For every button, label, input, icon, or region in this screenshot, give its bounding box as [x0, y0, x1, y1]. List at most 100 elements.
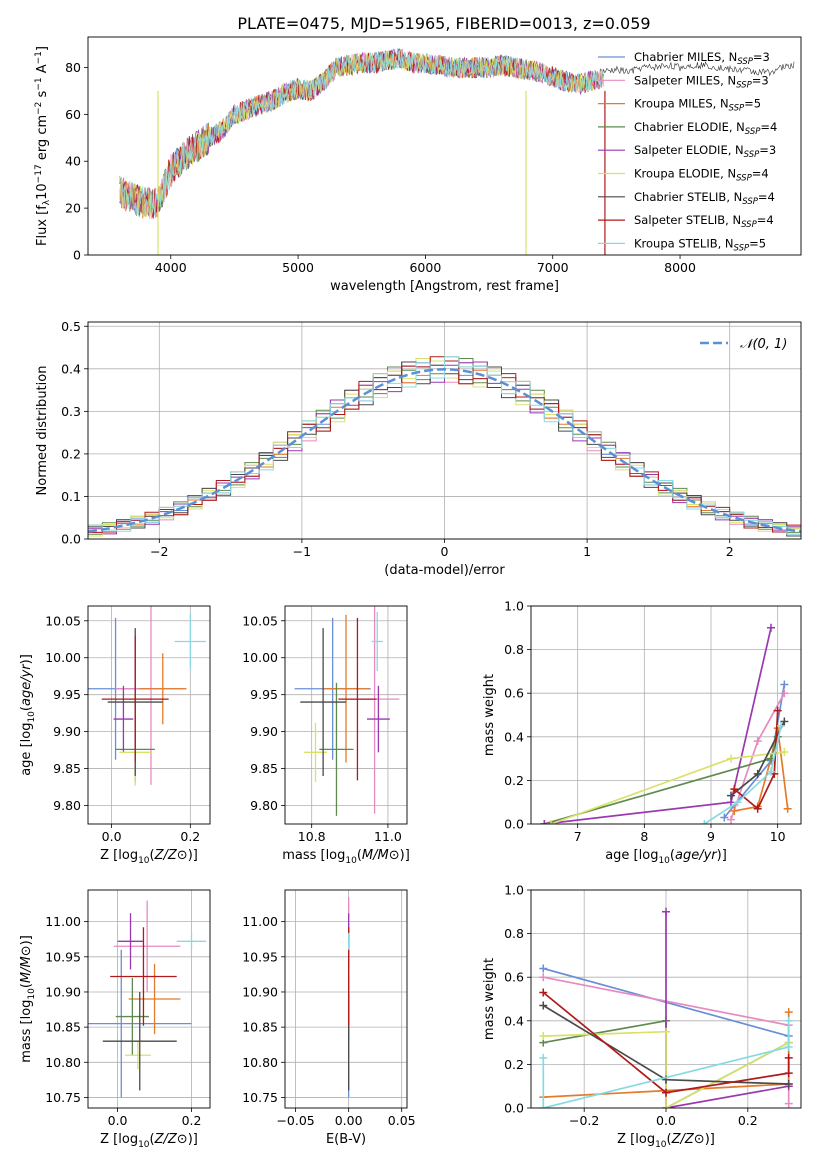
axes-spectrum: 4000 5000 6000 7000 8000 0 20 40 60 80 Chabrier MI… — [34, 36, 802, 294]
weight-marker — [780, 717, 789, 726]
label-part: SSP — [744, 150, 760, 160]
legend-entry: Salpeter STELIB, NSSP=4 — [634, 213, 774, 230]
x-axis-label: Z [log10(Z/Z⊙)] — [100, 1132, 198, 1150]
label-part: age [log — [19, 723, 34, 776]
y-tick-label: 10.75 — [242, 1090, 278, 1105]
label-part: Z [log — [100, 1132, 138, 1147]
y-tick-label: 10.80 — [242, 1055, 278, 1070]
grid-mass-vs-EBV — [285, 890, 407, 1108]
x-tick-label: 4000 — [155, 260, 187, 275]
weight-marker — [727, 754, 735, 763]
legend-entry: Kroupa MILES, NSSP=5 — [634, 97, 761, 114]
x-tick-label: 1 — [583, 544, 591, 559]
plot-body-age-vs-mass — [294, 606, 400, 816]
label-part: age/yr — [675, 848, 718, 863]
grid-age-vs-Z — [88, 606, 210, 824]
x-tick-label: 0.2 — [180, 829, 200, 844]
label-part: Salpeter STELIB, N — [634, 213, 741, 227]
y-tick-label: 1.0 — [504, 599, 524, 614]
label-part: 10 — [345, 856, 357, 866]
weight-marker — [539, 1053, 548, 1062]
axes-frame — [530, 605, 802, 825]
axes-frame — [284, 889, 408, 1109]
weight-marker — [777, 721, 785, 730]
x-tick-label: −0.2 — [569, 1113, 599, 1128]
grid-mass-vs-Z — [88, 890, 210, 1108]
weight-marker — [540, 820, 549, 824]
legend-entry-normal: 𝒩(0, 1) — [740, 337, 787, 352]
y-tick-label: 0.5 — [61, 319, 81, 334]
y-tick-label: 11.00 — [45, 914, 81, 929]
y-axis-label: Flux [fλ10−17 erg cm−2 s−1 A−1] — [34, 46, 52, 246]
y-tick-label: 10.85 — [242, 1020, 278, 1035]
label-part: =5 — [744, 97, 761, 111]
label-part: =4 — [752, 167, 769, 181]
weight-marker — [727, 815, 735, 824]
weight-line-8 — [703, 725, 782, 824]
label-part: =4 — [757, 213, 774, 227]
y-tick-label: 0.8 — [504, 926, 524, 941]
label-part: SSP — [736, 80, 752, 90]
x-tick-label: 0.0 — [102, 829, 122, 844]
label-part: )] — [188, 848, 198, 863]
y-axis-label: mass weight — [482, 674, 497, 756]
label-part: Z/Z⊙ — [671, 1132, 705, 1147]
y-tick-label: 0.6 — [504, 686, 524, 701]
weight-marker — [720, 813, 729, 822]
label-part: 10 — [27, 711, 37, 723]
x-tick-label: −0.05 — [276, 1113, 314, 1128]
weight-marker — [539, 973, 548, 982]
label-part: Kroupa ELODIE, N — [634, 167, 736, 181]
label-part: s — [35, 90, 50, 101]
label-part: )] — [717, 848, 727, 863]
weight-marker — [662, 907, 670, 916]
y-tick-label: 10.85 — [45, 1020, 81, 1035]
x-tick-label: −1 — [293, 544, 311, 559]
label-part: Salpeter MILES, N — [634, 73, 736, 87]
y-tick-label: 9.90 — [250, 724, 278, 739]
label-part: =4 — [758, 190, 775, 204]
label-part: ( — [150, 848, 155, 863]
x-tick-label: 11.0 — [374, 829, 402, 844]
x-axis-label: wavelength [Angstrom, rest frame] — [330, 279, 559, 294]
axes-frame — [530, 889, 802, 1109]
legend-entry: Kroupa STELIB, NSSP=5 — [634, 236, 766, 253]
label-part: age [log — [605, 848, 658, 863]
y-tick-label: 9.80 — [53, 798, 81, 813]
weight-marker — [662, 1027, 670, 1036]
label-part: Z/Z⊙ — [154, 848, 188, 863]
label-part: Kroupa STELIB, N — [634, 236, 734, 250]
label-part: Z [log — [100, 848, 138, 863]
y-tick-label: 10.95 — [45, 949, 81, 964]
y-tick-label: 0.1 — [61, 489, 81, 504]
x-tick-label: 0.0 — [108, 1113, 128, 1128]
weight-marker — [547, 820, 555, 824]
weight-marker — [700, 820, 709, 824]
plot-body-massweight-vs-Z — [539, 907, 793, 1108]
weight-marker — [784, 1016, 793, 1025]
x-tick-label: 0.05 — [388, 1113, 416, 1128]
x-tick-label: 8000 — [664, 260, 696, 275]
legend-entry: Chabrier MILES, NSSP=3 — [634, 50, 770, 67]
label-part: 10 — [655, 1140, 667, 1150]
label-part: ] — [35, 46, 50, 51]
axes-residuals: −2 −1 0 1 2 0.0 0.1 0.2 0.3 0.4 0.5 𝒩(0, 1) (data-mo… — [35, 319, 802, 578]
y-tick-label: 9.85 — [250, 761, 278, 776]
x-axis-label: age [log10(age/yr)] — [605, 848, 727, 866]
label-part: SSP — [729, 104, 745, 114]
y-tick-label: 0.3 — [61, 404, 81, 419]
y-axis-label: age [log10(age/yr)] — [19, 654, 37, 776]
y-tick-label: 0 — [73, 248, 81, 263]
plot-body-residuals — [88, 356, 801, 539]
label-part: Chabrier STELIB, N — [634, 190, 742, 204]
y-tick-label: 0.0 — [504, 817, 524, 832]
weight-marker — [780, 680, 789, 689]
axes-massweight-vs-Z: −0.2 0.0 0.2 0.0 0.2 0.4 0.6 0.8 1.0 Z [log10(Z/Z… — [482, 883, 802, 1150]
label-part: −1 — [34, 51, 44, 64]
grid-massweight-vs-age — [531, 605, 801, 825]
y-tick-label: 10.05 — [242, 613, 278, 628]
weight-marker — [730, 806, 739, 815]
x-tick-label: 6000 — [409, 260, 441, 275]
